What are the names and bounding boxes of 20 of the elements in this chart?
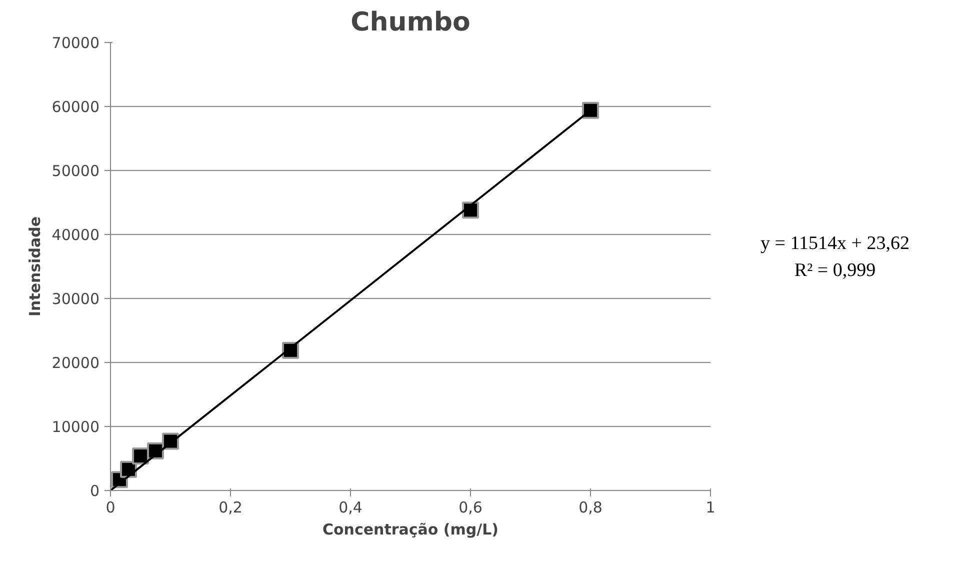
y-tick-label: 30000	[52, 290, 100, 308]
y-tick-label: 50000	[52, 162, 100, 180]
text: y = 11514x + 23,62	[760, 233, 910, 254]
y-tick-label: 20000	[52, 354, 100, 372]
x-tick-label: 0	[106, 498, 116, 516]
text: R² = 0,999	[794, 260, 876, 282]
y-tick-label: 10000	[52, 418, 100, 436]
x-tick-label: 0,6	[458, 498, 482, 516]
x-axis-title: Concentração (mg/L)	[322, 520, 499, 538]
x-tick-label: 1	[706, 498, 716, 516]
x-tick-label: 0,2	[218, 498, 242, 516]
y-tick-label: 70000	[52, 34, 100, 52]
chart-title: Chumbo	[350, 8, 470, 38]
x-tick-label: 0,4	[338, 498, 362, 516]
y-tick-label: 60000	[52, 98, 100, 116]
y-tick-label: 40000	[52, 226, 100, 244]
point	[582, 102, 599, 119]
y-axis-title: Intensidade	[26, 216, 44, 317]
y-tick-label: 0	[90, 482, 100, 500]
x-tick-label: 0,8	[578, 498, 602, 516]
